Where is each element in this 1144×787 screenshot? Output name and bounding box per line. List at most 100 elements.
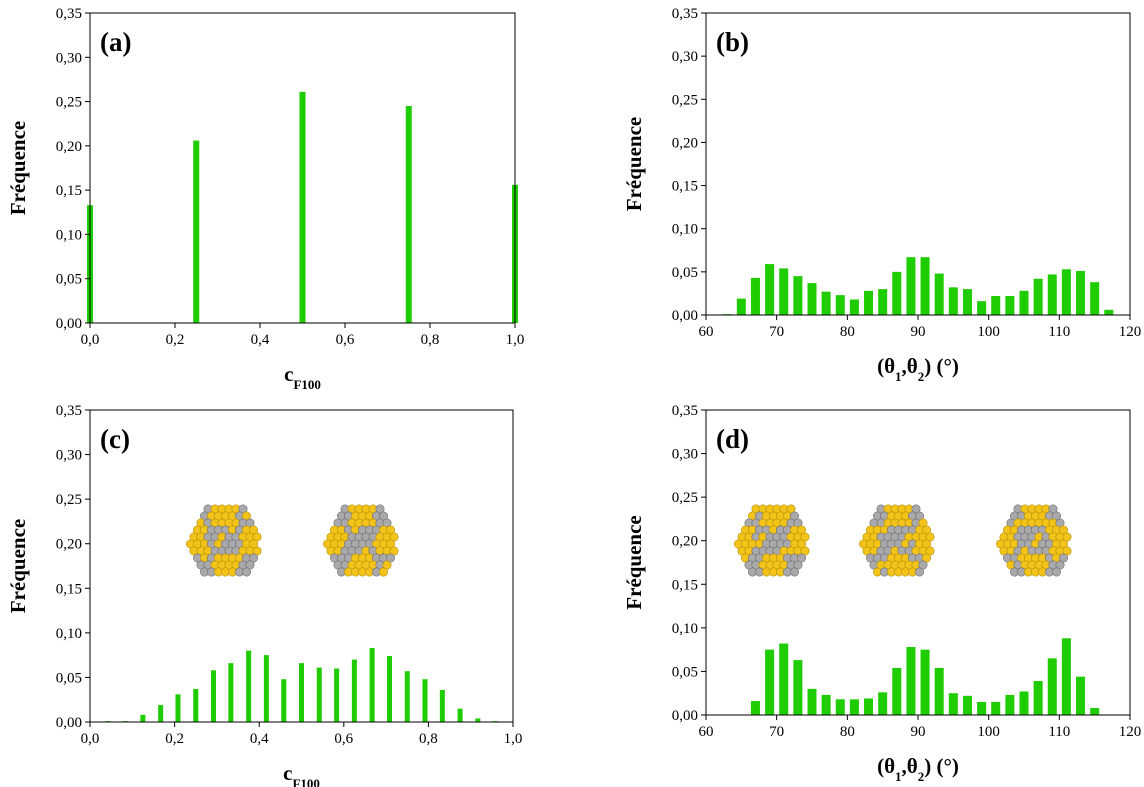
bar — [404, 671, 410, 722]
y-tick-label: 0,30 — [56, 448, 82, 464]
panel-label: (b) — [716, 27, 749, 57]
bar — [1033, 681, 1043, 715]
atom — [378, 567, 388, 577]
bar — [765, 264, 775, 315]
y-tick-label: 0,10 — [672, 222, 698, 238]
y-tick-label: 0,05 — [672, 265, 698, 281]
y-axis-title: Fréquence — [6, 121, 30, 215]
y-tick-label: 0,05 — [672, 664, 698, 680]
bar — [422, 679, 428, 722]
y-tick-label: 0,30 — [672, 447, 698, 463]
y-tick-label: 0,35 — [56, 6, 82, 22]
bar — [1104, 309, 1114, 315]
x-axis-title-part: ) (°) — [924, 354, 959, 378]
bar — [821, 291, 831, 315]
bar — [892, 667, 902, 715]
x-axis-title-part: 2 — [918, 769, 925, 784]
bar — [246, 650, 252, 722]
cluster-image — [322, 504, 399, 577]
x-axis-title-part: c — [284, 362, 293, 386]
bar — [351, 659, 357, 722]
bar — [1019, 691, 1029, 715]
x-tick-label: 0,6 — [336, 332, 355, 348]
x-tick-label: 0,6 — [334, 731, 353, 747]
x-axis-title-part: 2 — [918, 369, 925, 384]
x-tick-label: 100 — [977, 324, 1000, 340]
x-axis-title: cF100 — [284, 362, 321, 392]
x-tick-label: 90 — [911, 724, 926, 740]
y-tick-label: 0,35 — [672, 6, 698, 22]
x-axis-title-part: F100 — [292, 776, 319, 787]
cluster-image — [995, 504, 1072, 577]
y-axis-title: Fréquence — [622, 117, 646, 211]
y-tick-label: 0,25 — [672, 92, 698, 108]
panel-label: (a) — [100, 27, 131, 57]
y-tick-label: 0,00 — [56, 715, 82, 731]
bar — [475, 718, 481, 722]
x-tick-label: 60 — [699, 724, 714, 740]
x-axis-title-part: c — [283, 761, 292, 785]
x-tick-label: 0,4 — [251, 332, 270, 348]
x-tick-label: 80 — [840, 724, 855, 740]
atom — [914, 567, 924, 577]
bar — [1005, 296, 1015, 315]
bar — [962, 695, 972, 715]
bar — [211, 670, 217, 722]
bar — [878, 692, 888, 715]
y-tick-label: 0,35 — [672, 403, 698, 419]
x-axis-title: (θ1,θ2) (°) — [877, 354, 959, 384]
bar — [920, 257, 930, 315]
bar — [793, 276, 803, 315]
bar — [793, 660, 803, 715]
bar — [193, 140, 200, 323]
bar — [892, 271, 902, 315]
bar — [948, 287, 958, 315]
cluster-image — [186, 504, 262, 577]
bar — [962, 289, 972, 315]
x-tick-label: 0,4 — [250, 731, 269, 747]
bar — [1019, 290, 1029, 315]
x-tick-label: 0,0 — [81, 332, 100, 348]
x-axis-title-part: ) (°) — [924, 754, 959, 778]
bar — [316, 667, 322, 722]
bar — [405, 106, 412, 323]
y-tick-label: 0,00 — [56, 316, 82, 332]
bar — [849, 699, 859, 715]
bar — [1047, 274, 1057, 315]
bar — [1076, 270, 1086, 315]
bar — [934, 273, 944, 315]
bar — [821, 694, 831, 715]
x-axis-title-part: (θ — [877, 354, 895, 378]
bar — [835, 699, 845, 715]
y-tick-label: 0,20 — [56, 537, 82, 553]
x-tick-label: 60 — [699, 324, 714, 340]
bar — [991, 296, 1001, 315]
y-tick-label: 0,25 — [56, 95, 82, 111]
bar — [906, 647, 916, 715]
bar — [457, 708, 463, 722]
bar — [906, 257, 916, 315]
y-tick-label: 0,20 — [672, 534, 698, 550]
bar — [765, 649, 775, 715]
bar — [228, 663, 234, 722]
x-tick-label: 1,0 — [504, 731, 523, 747]
bar — [750, 277, 760, 315]
x-tick-label: 0,2 — [165, 731, 184, 747]
y-tick-label: 0,25 — [56, 492, 82, 508]
y-tick-label: 0,30 — [56, 50, 82, 66]
x-axis-title-part: 1 — [895, 769, 902, 784]
bar — [1047, 658, 1057, 715]
bar — [864, 290, 874, 315]
bar — [263, 655, 269, 722]
bar — [281, 679, 287, 722]
panel-label: (d) — [716, 424, 749, 454]
x-tick-label: 70 — [769, 324, 784, 340]
bar — [849, 299, 859, 315]
y-tick-label: 0,10 — [672, 621, 698, 637]
x-axis-title-part: F100 — [293, 377, 320, 392]
y-tick-label: 0,00 — [672, 708, 698, 724]
x-tick-label: 80 — [840, 324, 855, 340]
bar — [977, 301, 987, 315]
bar — [1061, 269, 1071, 315]
